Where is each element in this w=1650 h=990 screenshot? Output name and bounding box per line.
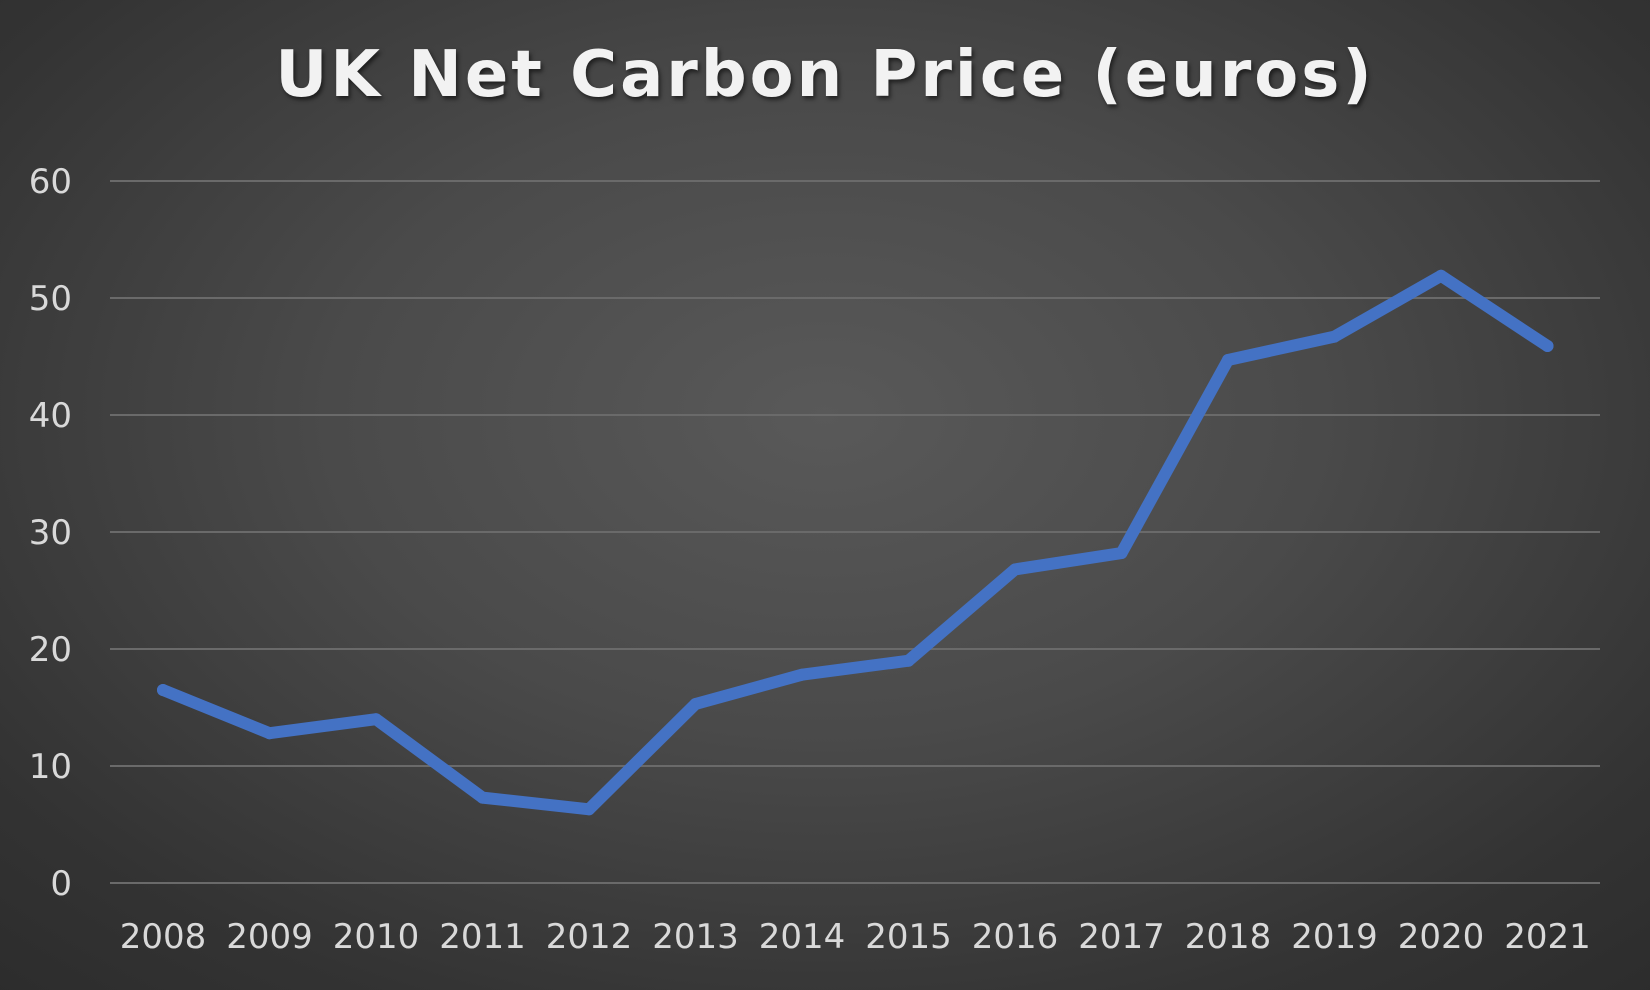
- series-layer: [157, 269, 1554, 816]
- data-point: [1115, 547, 1128, 560]
- x-tick-label: 2010: [333, 917, 420, 957]
- x-tick-label: 2018: [1185, 917, 1272, 957]
- x-tick-label: 2017: [1078, 917, 1165, 957]
- x-tick-label: 2009: [226, 917, 313, 957]
- x-axis-ticks: 2008 2009 2010 2011 2012 2013 2014 2015 2016 2017…: [120, 917, 1591, 957]
- chart-title: UK Net Carbon Price (euros): [275, 38, 1375, 112]
- y-tick-label: 50: [29, 279, 72, 319]
- y-tick-label: 60: [29, 162, 72, 202]
- data-point: [583, 803, 595, 816]
- gridlines: [110, 180, 1600, 884]
- data-point: [1222, 354, 1234, 367]
- x-tick-label: 2011: [439, 917, 526, 957]
- x-tick-label: 2019: [1291, 917, 1378, 957]
- data-point: [370, 713, 382, 726]
- y-tick-label: 10: [29, 747, 72, 787]
- data-point: [689, 697, 702, 710]
- data-point: [796, 668, 808, 681]
- data-point: [1541, 339, 1554, 352]
- data-point: [476, 791, 489, 804]
- x-tick-label: 2014: [759, 917, 846, 957]
- data-point: [1009, 563, 1021, 576]
- data-point: [1435, 269, 1447, 282]
- data-point: [902, 654, 915, 667]
- y-tick-label: 0: [50, 864, 72, 904]
- series-line: [157, 269, 1554, 816]
- data-point: [157, 683, 169, 696]
- y-tick-label: 40: [29, 396, 72, 436]
- x-tick-label: 2020: [1398, 917, 1485, 957]
- data-point: [1328, 330, 1341, 343]
- y-tick-label: 30: [29, 513, 72, 553]
- x-tick-label: 2016: [972, 917, 1059, 957]
- x-tick-label: 2021: [1504, 917, 1591, 957]
- x-tick-label: 2015: [865, 917, 952, 957]
- y-tick-label: 20: [29, 630, 72, 670]
- x-tick-label: 2008: [120, 917, 207, 957]
- x-tick-label: 2012: [546, 917, 633, 957]
- x-tick-label: 2013: [652, 917, 739, 957]
- data-point: [263, 727, 276, 740]
- y-axis-ticks: 0 10 20 30 40 50 60: [29, 162, 72, 904]
